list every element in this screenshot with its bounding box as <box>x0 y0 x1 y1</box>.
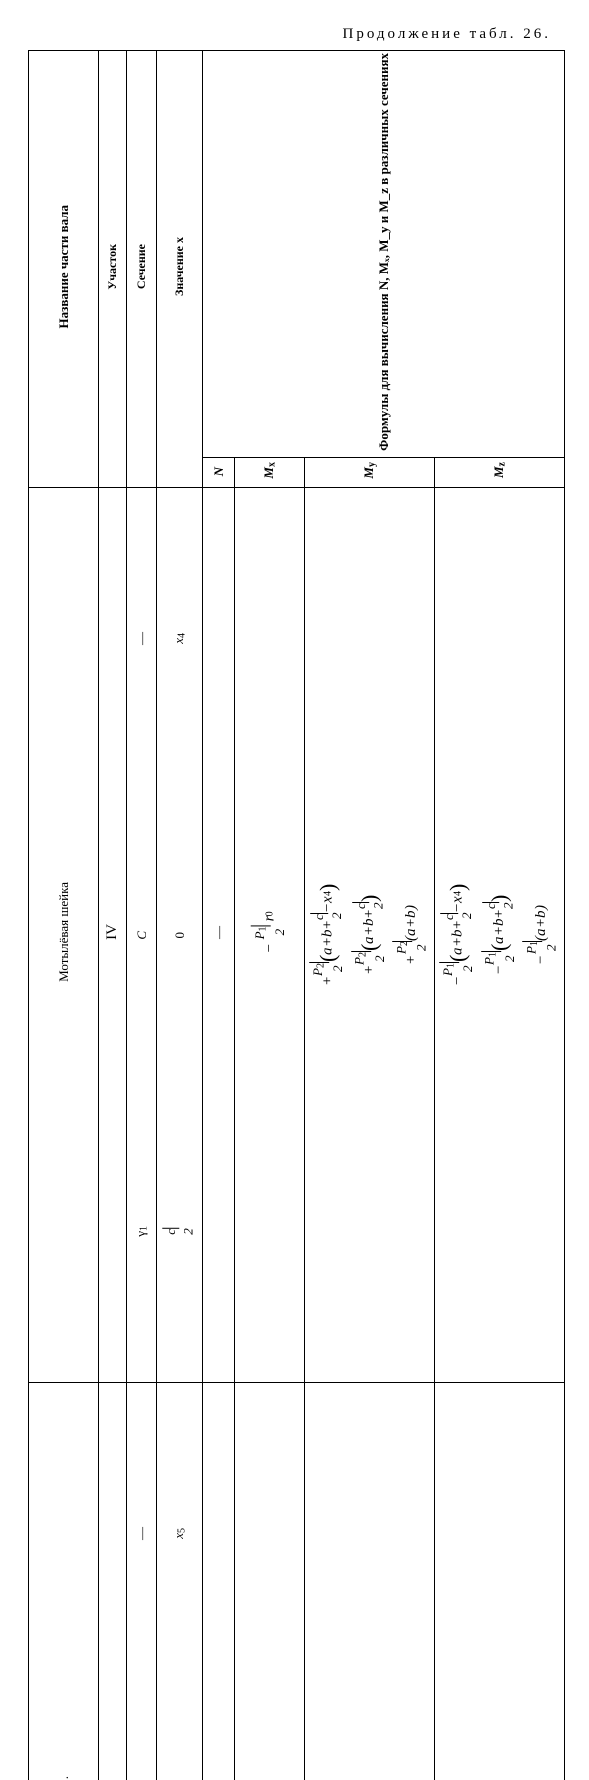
x-values: x5 0 r0 <box>157 1382 203 1780</box>
my-col: +P22(a+b+c2−x4) +P22(a+b+c2) +P22(a+b) <box>305 487 435 1382</box>
my-col: +P22(a+b2) <box>305 1382 435 1780</box>
mx-col: − P12 r0 <box>235 487 305 1382</box>
hdr-section-group: Участок <box>99 51 127 488</box>
hdr-mx: Mx <box>235 457 305 487</box>
hdr-formulas-title: Формулы для вычисления N, Mₓ, M_y и M_z … <box>203 51 565 458</box>
group-roman: V <box>99 1382 127 1780</box>
hdr-part-name: Название части вала <box>29 51 99 488</box>
sections: — C γ1 <box>127 487 157 1382</box>
group-roman: IV <box>99 487 127 1382</box>
table-caption: Продолжение табл. 26. <box>343 26 552 43</box>
x-values: x4 0 c2 <box>157 487 203 1382</box>
part-name: Правая щека . . . . . <box>29 1382 99 1780</box>
mz-col: −P12(a+b+c2−x4) −P12(a+b+c2) −P12(a+b) <box>435 487 565 1382</box>
part-name: Мотылёвая шейка <box>29 487 99 1382</box>
sections: — γ2 δ2 <box>127 1382 157 1780</box>
n-col: — <box>203 487 235 1382</box>
mx-col: −P12(a+b2) <box>235 1382 305 1780</box>
hdr-section: Сечение <box>127 51 157 488</box>
hdr-mz: Mz <box>435 457 565 487</box>
hdr-value-x: Значение x <box>157 51 203 488</box>
mz-col: +P12(r0+x5) +P12 r0 +P1r0 <box>435 1382 565 1780</box>
continuation-table: Название части вала Участок Сечение Знач… <box>28 50 565 1780</box>
hdr-my: My <box>305 457 435 487</box>
n-col: − P22 <box>203 1382 235 1780</box>
hdr-n: N <box>203 457 235 487</box>
